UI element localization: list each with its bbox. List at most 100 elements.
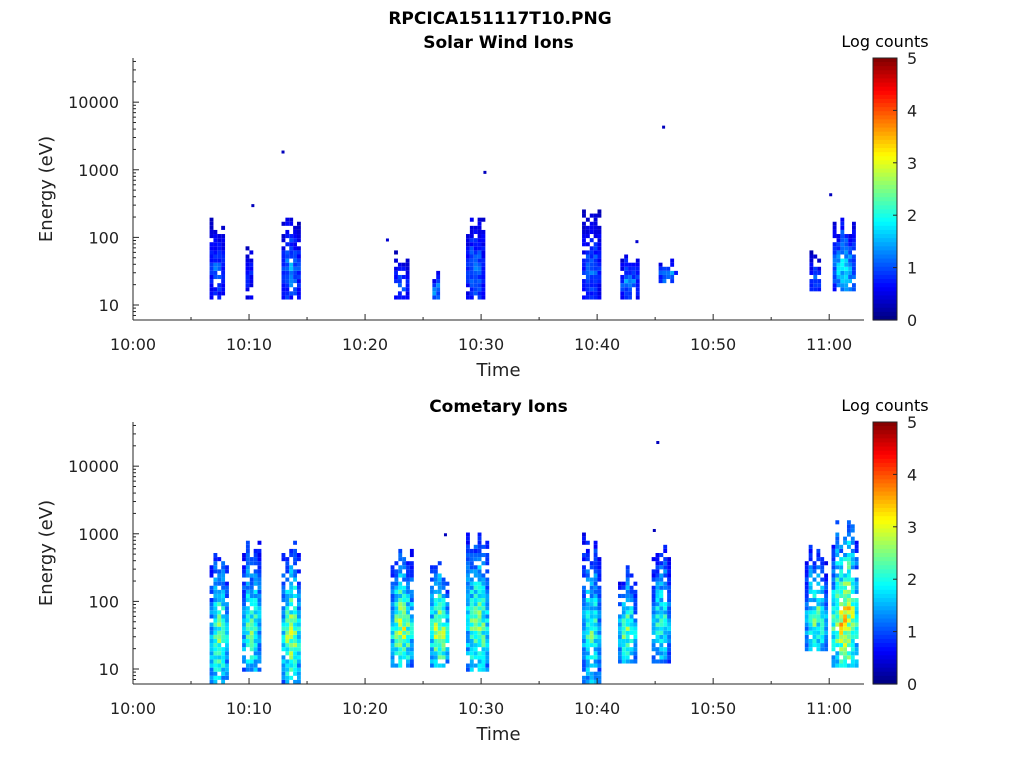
colorbar-step: [873, 184, 897, 190]
spectrogram-cell: [597, 655, 602, 660]
spectrogram-cell: [213, 643, 218, 648]
spectrogram-cell: [804, 598, 809, 603]
spectrogram-cell: [850, 655, 855, 660]
spectrogram-cell: [293, 606, 297, 611]
spectrogram-cell: [820, 557, 825, 562]
spectrogram-cell: [831, 548, 836, 553]
spectrogram-cell: [409, 614, 414, 619]
colorbar-step: [873, 299, 897, 305]
spectrogram-cell: [293, 651, 297, 656]
spectrogram-cell: [402, 598, 407, 603]
spectrogram-cell: [625, 655, 630, 660]
spectrogram-cell: [582, 569, 586, 574]
spectrogram-cell: [843, 598, 847, 603]
spectrogram-cell: [481, 618, 486, 623]
spectrogram-cell: [245, 569, 250, 574]
spectrogram-cell: [390, 659, 395, 664]
spectrogram-cell: [481, 279, 486, 284]
spectrogram-cell: [582, 553, 586, 558]
spectrogram-cell: [209, 258, 214, 263]
spectrogram-cell: [398, 598, 403, 603]
spectrogram-cell: [437, 618, 442, 623]
spectrogram-cell: [625, 618, 630, 623]
spectrogram-cell: [816, 548, 821, 553]
spectrogram-cell: [477, 217, 482, 222]
spectrogram-cell: [433, 618, 438, 623]
spectrogram-cell: [667, 585, 671, 590]
spectrogram-cell: [831, 585, 836, 590]
spectrogram-cell: [406, 663, 410, 668]
colorbar-step: [873, 512, 897, 517]
spectrogram-cell: [621, 622, 626, 627]
spectrogram-cell: [585, 643, 590, 648]
spectrogram-cell: [651, 569, 656, 574]
spectrogram-cell: [589, 663, 594, 668]
spectrogram-cell: [209, 589, 214, 594]
colorbar-step: [873, 176, 897, 182]
spectrogram-cell: [485, 581, 490, 586]
spectrogram-cell: [804, 569, 809, 574]
spectrogram-cell: [285, 242, 290, 247]
spectrogram-cell: [293, 234, 297, 239]
spectrogram-cell: [253, 602, 258, 607]
spectrogram-cell: [835, 536, 840, 541]
spectrogram-cell: [281, 221, 286, 226]
spectrogram-cell: [618, 647, 622, 652]
spectrogram-cell: [633, 655, 638, 660]
spectrogram-cell: [481, 234, 486, 239]
x-axis-label: Time: [475, 724, 520, 745]
spectrogram-cell: [469, 602, 474, 607]
spectrogram-cell: [618, 622, 622, 627]
spectrogram-cell: [432, 287, 437, 292]
spectrogram-cell: [593, 287, 598, 292]
spectrogram-cell: [635, 295, 640, 300]
spectrogram-cell: [242, 614, 246, 619]
spectrogram-cell: [816, 610, 821, 615]
spectrogram-cell: [585, 651, 590, 656]
spectrogram-cell: [843, 655, 847, 660]
spectrogram-cell: [832, 279, 837, 284]
spectrogram-cell: [430, 610, 434, 615]
spectrogram-cell: [221, 655, 226, 660]
spectrogram-cell: [593, 577, 598, 582]
spectrogram-cell: [854, 581, 859, 586]
spectrogram-cell: [209, 667, 214, 672]
spectrogram-cell: [221, 250, 226, 255]
spectrogram-cell: [390, 565, 395, 570]
spectrogram-cell: [839, 659, 844, 664]
spectrogram-cell: [589, 283, 594, 288]
spectrogram-cell: [817, 258, 822, 263]
spectrogram-cell: [835, 614, 840, 619]
spectrogram-cell: [394, 585, 399, 590]
spectrogram-cell: [296, 606, 301, 611]
spectrogram-cell: [293, 569, 297, 574]
spectrogram-cell: [289, 274, 294, 280]
spectrogram-cell: [852, 283, 856, 288]
spectrogram-cell: [445, 659, 450, 664]
spectrogram-cell: [406, 614, 410, 619]
spectrogram-cell: [582, 659, 586, 664]
spectrogram-cell: [628, 283, 632, 288]
spectrogram-cell: [430, 577, 434, 582]
spectrogram-cell: [221, 238, 226, 243]
spectrogram-cell: [655, 585, 660, 590]
spectrogram-cell: [593, 675, 598, 680]
spectrogram-cell: [213, 651, 218, 656]
y-tick-label: 10: [99, 296, 119, 315]
spectrogram-cell: [289, 548, 294, 553]
spectrogram-cell: [466, 553, 470, 558]
spectrogram-cell: [213, 287, 218, 292]
spectrogram-cell: [245, 283, 250, 288]
spectrogram-cell: [585, 626, 590, 631]
spectrogram-cell: [249, 262, 254, 267]
spectrogram-cell: [281, 626, 286, 631]
spectrogram-cell: [824, 577, 829, 582]
spectrogram-cell: [285, 270, 290, 275]
spectrogram-cell: [593, 663, 598, 668]
spectrogram-cell: [485, 589, 490, 594]
spectrogram-cell: [848, 270, 853, 275]
colorbar-step: [873, 287, 897, 292]
colorbar-step: [873, 614, 897, 620]
spectrogram-cell: [666, 274, 671, 280]
spectrogram-cell: [469, 279, 474, 284]
